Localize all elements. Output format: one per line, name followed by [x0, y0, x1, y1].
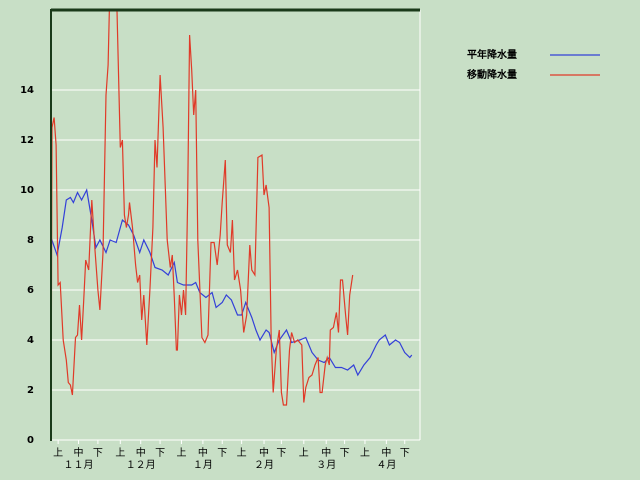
- legend-label: 平年降水量: [467, 48, 517, 61]
- x-tick-label: 下: [93, 448, 103, 459]
- x-tick-label: 下: [400, 448, 410, 459]
- x-tick-label: 上: [360, 447, 370, 459]
- y-tick-label: 2: [27, 385, 34, 396]
- x-tick-label: 中: [74, 446, 84, 459]
- x-tick-label: 中: [198, 446, 208, 459]
- series-line: [51, 10, 354, 441]
- legend-label: 移動降水量: [467, 68, 517, 81]
- y-tick-label: 6: [27, 285, 34, 296]
- month-label: １２月: [126, 459, 156, 471]
- month-label: ２月: [254, 459, 274, 471]
- month-label: １１月: [64, 459, 94, 471]
- x-tick-label: 下: [217, 448, 227, 459]
- y-tick-label: 0: [27, 435, 34, 446]
- x-tick-label: 上: [115, 447, 125, 459]
- month-label: ４月: [376, 459, 396, 471]
- x-tick-label: 上: [237, 447, 247, 459]
- x-tick-label: 下: [155, 448, 165, 459]
- month-label: １月: [193, 459, 213, 471]
- x-tick-label: 下: [340, 448, 350, 459]
- x-tick-label: 中: [136, 446, 146, 459]
- x-tick-label: 中: [381, 446, 391, 459]
- x-tick-label: 中: [259, 446, 269, 459]
- y-tick-label: 8: [27, 235, 34, 246]
- x-tick-label: 中: [321, 446, 331, 459]
- x-tick-label: 上: [299, 447, 309, 459]
- y-tick-label: 12: [20, 135, 34, 146]
- month-label: ３月: [316, 459, 336, 471]
- y-tick-label: 4: [27, 335, 34, 346]
- plot-lines: [51, 10, 413, 441]
- x-tick-label: 上: [176, 447, 186, 459]
- y-tick-label: 14: [20, 85, 34, 96]
- x-tick-label: 下: [276, 448, 286, 459]
- x-tick-label: 上: [53, 447, 63, 459]
- y-tick-label: 10: [20, 185, 34, 196]
